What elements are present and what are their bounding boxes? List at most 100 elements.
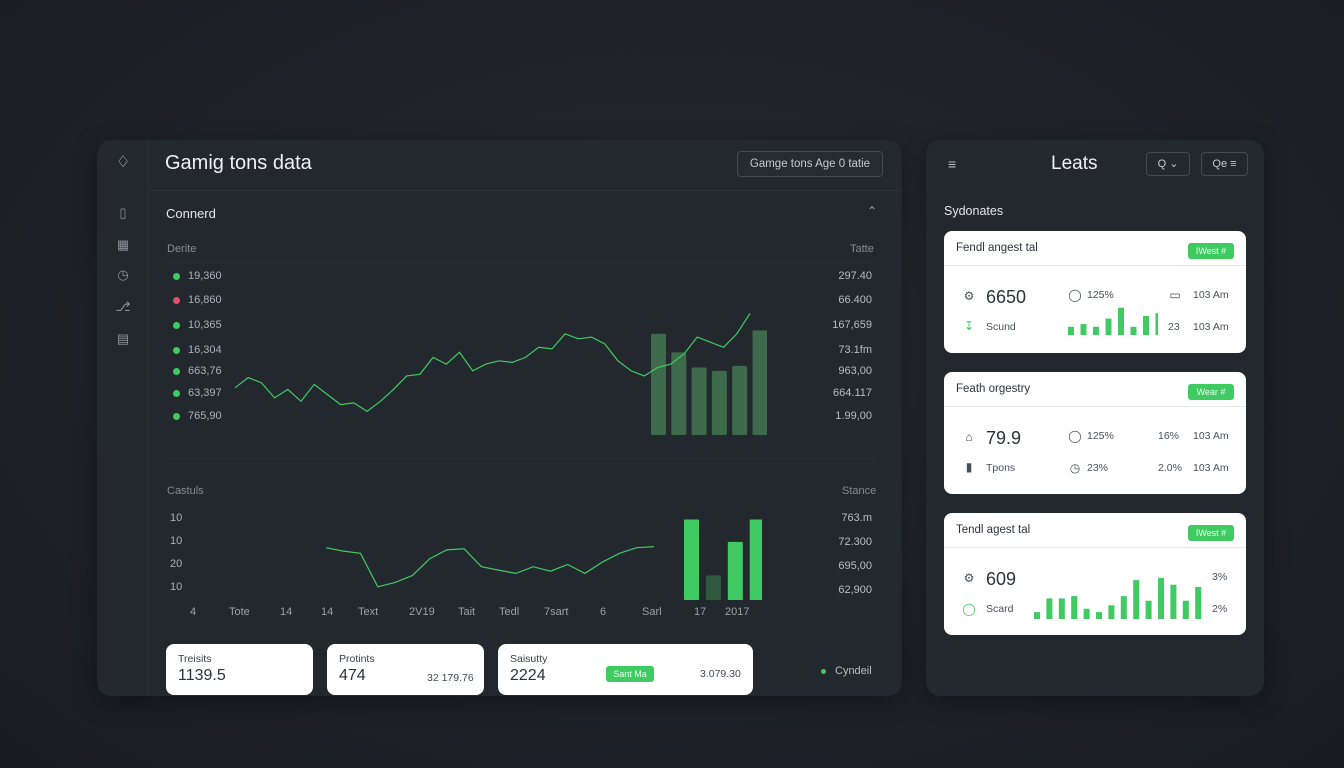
search-button[interactable]: Q ⌄ bbox=[1146, 152, 1190, 176]
chart2-plot bbox=[325, 519, 762, 600]
mini-bar bbox=[1158, 577, 1164, 619]
legend-item: 19,360 bbox=[173, 270, 222, 282]
gear-icon: ⚙ bbox=[963, 571, 975, 585]
y-tick-label: 10 bbox=[170, 535, 183, 547]
chart2-left-header: Castuls bbox=[167, 485, 204, 497]
card-metric: 2% bbox=[1212, 603, 1228, 615]
summary-card-2[interactable]: Feath orgestry Wear # ⌂ 79.9 ◯ 125% 16% … bbox=[944, 372, 1246, 494]
data-select[interactable]: Gamge tons Age 0 tatie bbox=[737, 151, 883, 177]
status-badge[interactable]: Wear # bbox=[1188, 384, 1234, 400]
status-badge[interactable]: Sant Ma bbox=[606, 666, 654, 682]
card-big-value: 609 bbox=[986, 569, 1017, 589]
legend-item: 765,90 bbox=[173, 410, 222, 422]
chevron-up-icon[interactable]: ⌃ bbox=[867, 204, 878, 218]
card-metric: 103 Am bbox=[1193, 462, 1229, 474]
shield-icon: ◯ bbox=[1068, 288, 1082, 302]
side-title: Leats bbox=[1051, 153, 1098, 174]
gear-icon: ⚙ bbox=[963, 289, 975, 303]
legend-item: 16,860 bbox=[173, 294, 222, 306]
mini-bar bbox=[1143, 315, 1149, 335]
x-tick-label: Tait bbox=[458, 606, 476, 618]
chart-bar bbox=[651, 333, 666, 435]
y-tick-label: 10 bbox=[170, 512, 183, 524]
x-tick-label: 2017 bbox=[725, 606, 750, 618]
stat-card-label: Saisutty bbox=[510, 653, 548, 665]
stat-card-label: Protints bbox=[339, 653, 375, 665]
x-tick-label: Tedl bbox=[499, 606, 520, 618]
legend-dot bbox=[821, 668, 826, 674]
document-icon[interactable]: ▤ bbox=[116, 331, 130, 346]
x-tick-label: 17 bbox=[694, 606, 707, 618]
mini-bar bbox=[1080, 324, 1087, 335]
chart-bar bbox=[727, 541, 743, 600]
bar-chart-icon: ▮ bbox=[965, 460, 973, 474]
card-bar-chart bbox=[1034, 577, 1202, 619]
y-tick-label: 10 bbox=[170, 581, 183, 593]
chart1-left-header: Derite bbox=[167, 243, 197, 255]
legend-dot bbox=[173, 367, 180, 375]
mini-bar bbox=[1034, 612, 1040, 619]
mini-bar bbox=[1120, 596, 1127, 619]
right-value: 167,659 bbox=[832, 319, 872, 331]
legend-dot bbox=[173, 389, 180, 397]
nav-rail: ♢ ▯ ▦ ◷ ⎇ ▤ bbox=[97, 140, 149, 696]
card-sub-label: Scund bbox=[986, 321, 1016, 333]
mini-bar bbox=[1068, 326, 1074, 335]
card-sub-label: Tpons bbox=[986, 462, 1016, 474]
right-value: 62,900 bbox=[838, 584, 872, 596]
clock-icon[interactable]: ◷ bbox=[117, 267, 129, 282]
side-panel: ≡ Leats Q ⌄ Qe ≡ Sydonates Fendl angest … bbox=[926, 140, 1264, 696]
x-tick-label: 2V19 bbox=[409, 606, 435, 618]
stat-card-extra: 3.079.30 bbox=[700, 668, 741, 680]
status-badge[interactable]: IWest # bbox=[1188, 243, 1234, 259]
x-tick-label: 14 bbox=[321, 606, 334, 618]
page-title: Gamig tons data bbox=[165, 152, 312, 174]
card-bar-chart bbox=[1068, 307, 1158, 335]
x-tick-label: 6 bbox=[600, 606, 607, 618]
legend-dot bbox=[173, 412, 180, 420]
stat-card-protints[interactable]: Protints 474 32 179.76 bbox=[327, 644, 484, 695]
legend-dot bbox=[173, 321, 180, 329]
chart-bar bbox=[732, 365, 748, 435]
x-tick-label: Tote bbox=[229, 606, 250, 618]
user-icon[interactable]: ⎇ bbox=[115, 299, 131, 314]
filter-button[interactable]: Qe ≡ bbox=[1201, 152, 1248, 176]
footer-legend-label: Cyndeil bbox=[835, 665, 872, 677]
right-value: 73.1fm bbox=[838, 344, 872, 356]
legend-label: 10,365 bbox=[188, 319, 222, 331]
stat-card-saisutty[interactable]: Saisutty 2224 Sant Ma 3.079.30 bbox=[498, 644, 753, 695]
legend-item: 63,397 bbox=[173, 387, 222, 399]
card-metric: 2.0% bbox=[1158, 462, 1182, 474]
card-metric: 23% bbox=[1087, 462, 1109, 474]
phone-icon[interactable]: ▯ bbox=[119, 205, 127, 220]
card-title: Fendl angest tal bbox=[956, 242, 1038, 254]
mini-bar bbox=[1108, 605, 1115, 619]
summary-card-3[interactable]: Tendl agest tal IWest # ⚙ 609 ◯ Scard 3%… bbox=[944, 513, 1246, 635]
mini-bar bbox=[1105, 318, 1112, 335]
shield-icon: ◯ bbox=[962, 602, 976, 616]
logo-icon[interactable]: ♢ bbox=[115, 154, 131, 171]
legend-label: 765,90 bbox=[188, 410, 222, 422]
stat-card-value: 2224 bbox=[510, 667, 546, 684]
right-value: 963,00 bbox=[838, 365, 872, 377]
right-value: 695,00 bbox=[838, 560, 872, 572]
mini-bar bbox=[1133, 580, 1140, 619]
legend-label: 663,76 bbox=[188, 365, 222, 377]
chart-bar bbox=[691, 367, 707, 435]
summary-card-1[interactable]: Fendl angest tal IWest # ⚙ 6650 ◯ 125% ▭… bbox=[944, 231, 1246, 353]
chart1-top-line bbox=[167, 262, 875, 263]
card-divider bbox=[944, 265, 1246, 266]
mini-bar bbox=[1145, 600, 1152, 619]
hamburger-icon[interactable]: ≡ bbox=[948, 156, 957, 172]
card-metric: 103 Am bbox=[1193, 430, 1229, 442]
card-big-value: 6650 bbox=[986, 287, 1027, 307]
stat-card-treisits[interactable]: Treisits 1139.5 bbox=[166, 644, 313, 695]
status-badge[interactable]: IWest # bbox=[1188, 525, 1234, 541]
card-big-value: 79.9 bbox=[986, 428, 1022, 448]
chart-line bbox=[234, 313, 751, 413]
message-icon: ▭ bbox=[1169, 288, 1181, 302]
mini-bar bbox=[1170, 584, 1177, 619]
legend-item: 663,76 bbox=[173, 365, 222, 377]
card-title: Feath orgestry bbox=[956, 383, 1031, 395]
grid-icon[interactable]: ▦ bbox=[116, 237, 130, 252]
